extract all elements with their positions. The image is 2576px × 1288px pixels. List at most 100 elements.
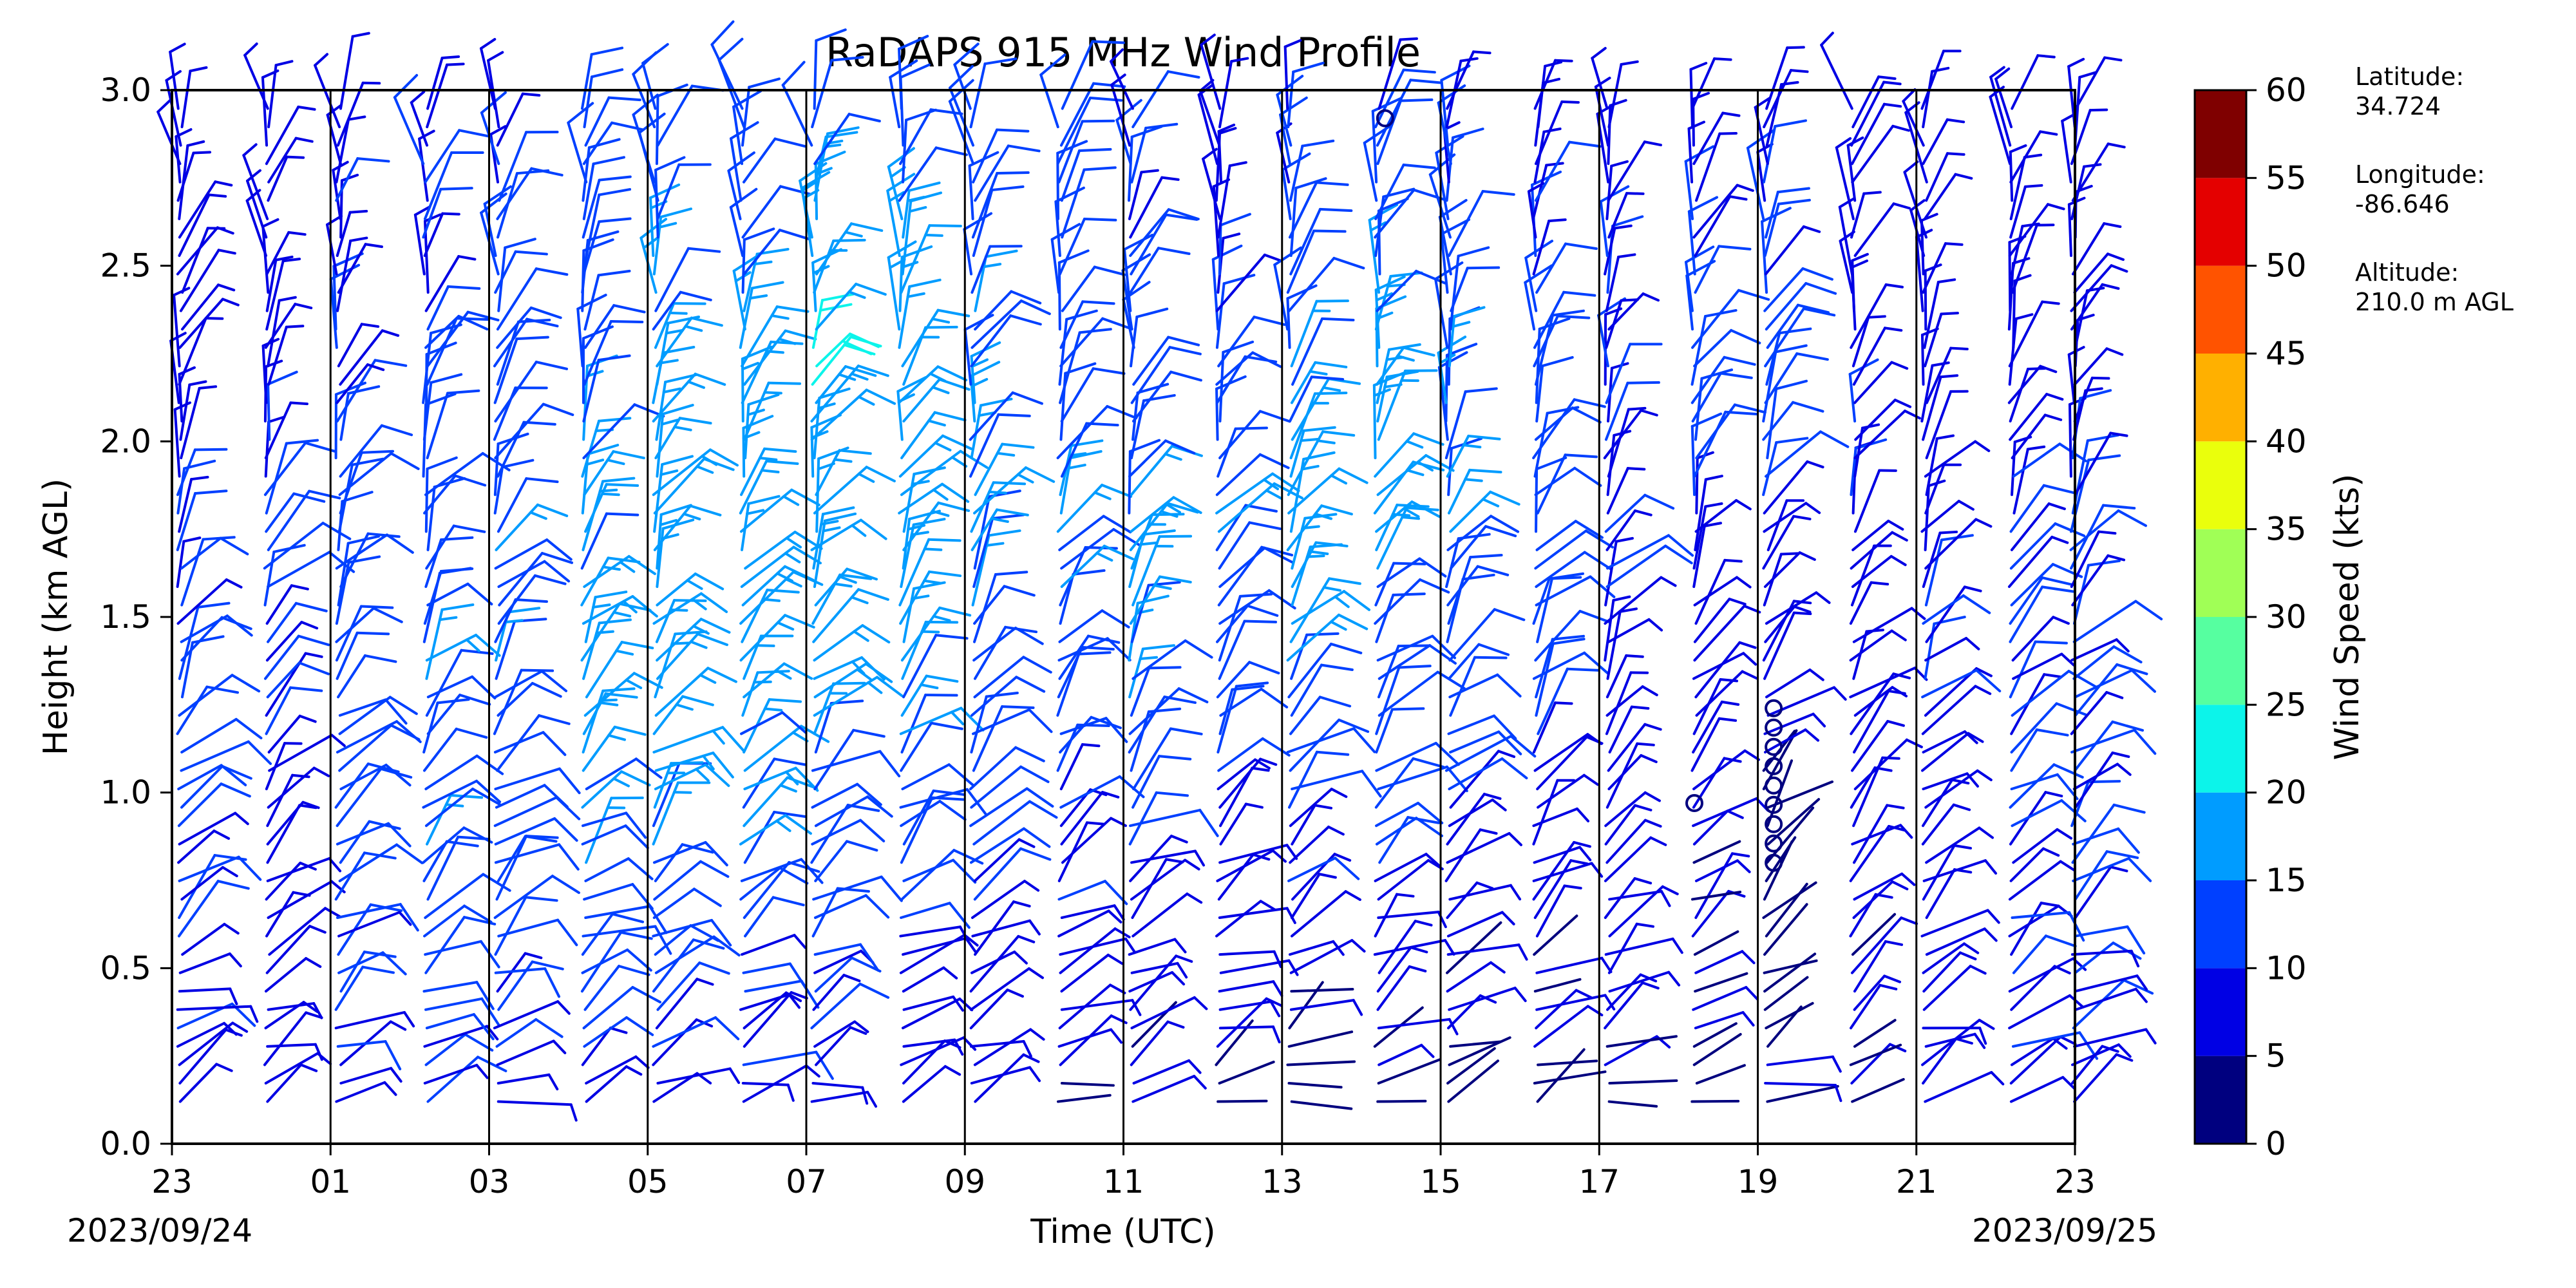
wind-barb: [338, 452, 420, 497]
wind-barb: [180, 740, 272, 772]
wind-barb: [740, 711, 808, 735]
wind-barb: [1290, 873, 1337, 920]
wind-barb: [422, 727, 488, 772]
wind-barb: [567, 102, 594, 184]
wind-barb: [263, 1011, 323, 1066]
wind-barb: [1921, 732, 1984, 772]
wind-barb: [1289, 788, 1348, 828]
wind-barb: [1608, 971, 1681, 993]
wind-barb: [1604, 836, 1667, 882]
wind-barb: [813, 28, 847, 110]
wind-barb: [898, 434, 973, 478]
wind-barb: [1130, 849, 1206, 867]
wind-barb: [1763, 712, 1826, 735]
wind-barb: [1924, 667, 1993, 717]
wind-barb: [1694, 972, 1748, 993]
wind-barb: [1290, 663, 1354, 717]
wind-barb: [585, 1065, 643, 1103]
wind-barb: [1693, 598, 1747, 643]
wind-barb: [1766, 759, 1794, 828]
wind-barb: [265, 439, 319, 515]
colorbar-tick-label: 55: [2266, 159, 2307, 196]
wind-barb: [655, 374, 697, 441]
wind-barb: [902, 998, 974, 1030]
wind-barb: [1289, 177, 1327, 258]
wind-barb: [1922, 859, 1998, 882]
wind-barb: [2070, 264, 2128, 312]
wind-barb: [1375, 817, 1444, 846]
wind-barb: [1287, 430, 1356, 497]
wind-barb: [178, 1021, 249, 1066]
wind-barb: [177, 829, 231, 864]
calm-marker: [1765, 776, 1783, 795]
wind-barb: [1218, 592, 1273, 662]
wind-barb: [814, 956, 882, 993]
calm-marker: [1765, 795, 1783, 814]
wind-barb: [814, 131, 858, 184]
x-tick-label: 01: [310, 1163, 351, 1200]
wind-barb: [1604, 791, 1661, 828]
wind-barb: [652, 372, 726, 423]
wind-barb: [815, 1026, 867, 1066]
wind-barb: [424, 1033, 494, 1066]
wind-barb: [1762, 119, 1807, 184]
wind-barb: [1692, 840, 1741, 864]
wind-barb: [2070, 949, 2140, 968]
wind-barb: [264, 957, 322, 993]
wind-barb: [969, 967, 1044, 1011]
wind-barb: [265, 652, 323, 717]
wind-barb: [180, 717, 263, 754]
wind-barb: [1536, 453, 1598, 515]
wind-barb: [1762, 881, 1817, 920]
wind-barb: [582, 595, 658, 625]
wind-barb: [1440, 218, 1471, 294]
wind-barb: [2012, 934, 2077, 974]
wind-barb: [496, 92, 541, 147]
wind-barb: [1835, 137, 1855, 220]
wind-barb: [970, 1066, 1041, 1085]
wind-barb: [1849, 629, 1907, 662]
wind-barb: [494, 402, 574, 460]
wind-barb: [1374, 578, 1450, 625]
wind-barb: [1920, 909, 2000, 938]
wind-barb: [1378, 1043, 1435, 1066]
y-tick-label: 0.0: [100, 1125, 151, 1162]
colorbar-segment: [2195, 880, 2246, 969]
wind-barb: [267, 60, 294, 129]
wind-barb: [1446, 881, 1494, 920]
wind-barb: [583, 965, 650, 1011]
wind-barb: [1039, 53, 1066, 129]
wind-barb: [2008, 904, 2073, 938]
wind-barb: [971, 171, 1030, 239]
wind-barb: [1377, 369, 1438, 441]
wind-barb: [1922, 1027, 1987, 1045]
wind-barb: [498, 131, 559, 202]
wind-barb: [973, 585, 1036, 625]
wind-barb: [1374, 68, 1436, 129]
wind-barb: [902, 634, 969, 699]
wind-barb: [898, 482, 970, 515]
wind-barb: [426, 55, 460, 110]
wind-barb: [1695, 670, 1759, 717]
wind-barb: [655, 978, 714, 1030]
wind-barb: [1535, 638, 1586, 717]
wind-barb: [424, 754, 504, 791]
wind-barb: [1765, 1001, 1814, 1030]
wind-barb: [1273, 246, 1302, 331]
wind-barb: [654, 667, 737, 717]
wind-barb: [267, 601, 328, 643]
wind-barb: [583, 304, 646, 349]
wind-barb: [1289, 577, 1361, 643]
wind-barb: [495, 784, 569, 809]
wind-barb: [1218, 340, 1255, 423]
wind-barb: [1604, 576, 1677, 625]
wind-barb: [949, 64, 975, 147]
wind-barb: [1607, 753, 1658, 791]
wind-barb: [424, 536, 474, 589]
wind-barb: [1922, 530, 1958, 589]
wind-barb: [1056, 97, 1123, 166]
wind-barb: [969, 934, 1036, 993]
wind-barb: [810, 365, 889, 423]
wind-barb: [426, 675, 497, 700]
wind-barb: [2009, 367, 2046, 423]
